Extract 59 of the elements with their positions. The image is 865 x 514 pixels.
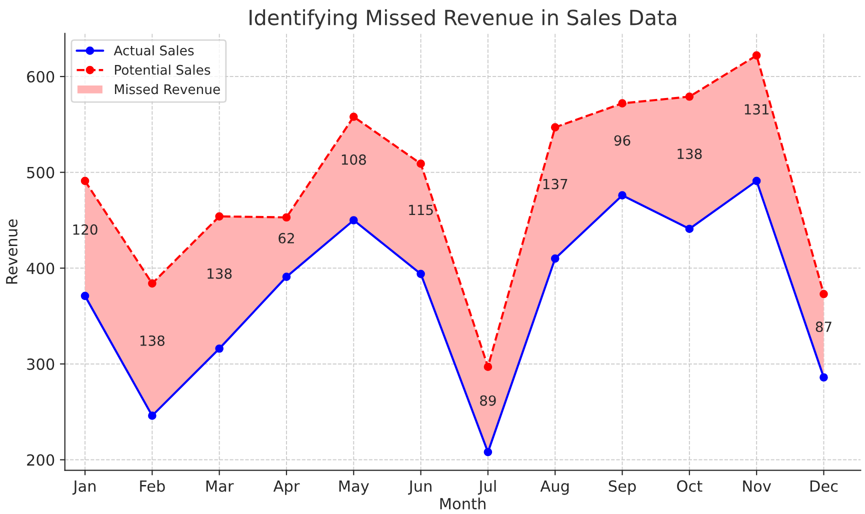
- annotation: 115: [409, 204, 433, 216]
- x-tick-label: Sep: [608, 480, 636, 495]
- point: [484, 362, 492, 371]
- y-tick-label: 500: [27, 166, 54, 178]
- point: [820, 373, 828, 382]
- x-tick-label: May: [339, 480, 369, 495]
- annotation: 138: [140, 335, 164, 346]
- annotation: 96: [614, 135, 630, 146]
- point: [148, 279, 156, 288]
- point: [550, 123, 560, 132]
- point: [215, 212, 224, 221]
- annotation: 138: [678, 148, 702, 160]
- annotation: 87: [816, 322, 832, 332]
- legend-label: Potential Sales: [114, 64, 210, 75]
- point: [752, 176, 761, 186]
- y-tick-label: 600: [27, 70, 54, 83]
- legend-label: Missed Revenue: [114, 84, 220, 94]
- annotation: 131: [744, 104, 769, 115]
- x-tick-label: Nov: [743, 480, 772, 492]
- point: [416, 270, 425, 278]
- legend-label: Actual Sales: [114, 45, 194, 56]
- y-tick-label: 200: [27, 454, 54, 466]
- chart-title: Identifying Missed Revenue in Sales Data: [250, 9, 676, 30]
- point: [484, 448, 492, 456]
- point: [685, 224, 694, 234]
- x-tick-label: Oct: [677, 480, 702, 492]
- x-tick-label: Aug: [540, 480, 569, 495]
- point: [349, 216, 358, 224]
- annotation: 62: [278, 232, 294, 244]
- point: [685, 92, 694, 101]
- x-tick-label: Jan: [72, 480, 96, 495]
- point: [80, 176, 90, 186]
- x-tick-label: Jun: [408, 480, 432, 495]
- annotation: 120: [73, 224, 98, 235]
- y-tick-label: 300: [27, 358, 54, 370]
- point: [148, 412, 156, 420]
- point: [349, 112, 358, 121]
- x-tick-label: Apr: [273, 480, 300, 495]
- point: [416, 160, 425, 168]
- point: [618, 191, 626, 200]
- x-tick-label: Dec: [810, 480, 838, 492]
- point: [215, 344, 224, 353]
- annotation: 138: [208, 268, 232, 279]
- y-axis-title: Revenue: [6, 219, 18, 284]
- x-axis-title: Month: [440, 498, 486, 510]
- annotation: 89: [480, 395, 496, 406]
- point: [282, 272, 291, 281]
- annotation: 137: [543, 178, 568, 190]
- x-tick-label: Mar: [206, 480, 234, 492]
- annotation: 108: [342, 154, 366, 165]
- point: [752, 51, 761, 60]
- point: [282, 213, 291, 222]
- point: [550, 254, 560, 263]
- x-tick-label: Jul: [478, 480, 496, 495]
- x-tick-label: Feb: [140, 480, 165, 492]
- point: [820, 290, 828, 298]
- point: [80, 292, 90, 300]
- y-tick-label: 400: [26, 262, 54, 274]
- point: [618, 99, 626, 108]
